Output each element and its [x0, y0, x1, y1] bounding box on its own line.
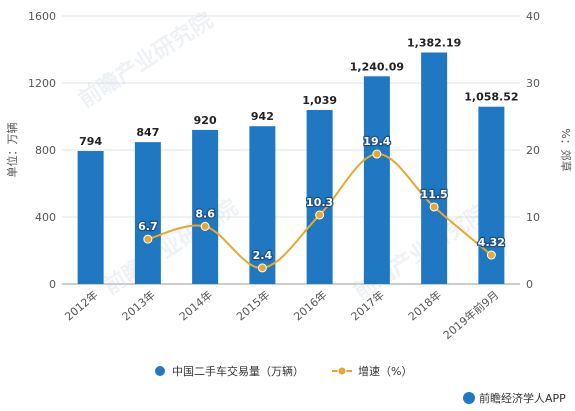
- bar-value-label: 1,240.09: [350, 60, 404, 73]
- y-tick-right: 30: [526, 77, 540, 90]
- x-tick-label: 2012年: [62, 288, 101, 324]
- line-point: [429, 202, 439, 212]
- legend: 中国二手车交易量（万辆） 增速（%）: [155, 364, 412, 378]
- y-tick-right: 10: [526, 211, 540, 224]
- x-tick-label: 2016年: [291, 288, 330, 324]
- line-value-label: 19.4: [363, 135, 390, 148]
- x-tick-label: 2018年: [405, 288, 444, 324]
- y-tick-right: 40: [526, 10, 540, 23]
- x-tick-label: 2014年: [176, 288, 215, 324]
- legend-marker-bars: [155, 366, 165, 376]
- line-value-label: 2.4: [253, 249, 273, 262]
- line-series: [143, 149, 496, 273]
- legend-label-bars: 中国二手车交易量（万辆）: [172, 364, 304, 378]
- bar: [363, 76, 390, 284]
- y-axis-title-right: %：郊草: [559, 128, 572, 171]
- bar: [306, 109, 333, 284]
- y-tick-left: 1200: [28, 77, 56, 90]
- line-point: [257, 263, 267, 273]
- bar-value-label: 794: [79, 135, 102, 148]
- y-tick-left: 1600: [28, 10, 56, 23]
- x-tick-label: 2015年: [233, 288, 272, 324]
- line-point: [200, 221, 210, 231]
- bar-value-label: 1,058.52: [464, 91, 518, 104]
- bar-value-label: 847: [136, 126, 159, 139]
- x-tick-label: 2013年: [119, 288, 158, 324]
- line-point: [315, 210, 325, 220]
- line-value-label: 8.6: [195, 207, 215, 220]
- bar: [421, 52, 448, 285]
- line-value-label: 11.5: [421, 188, 448, 201]
- legend-label-line: 增速（%）: [358, 364, 412, 378]
- bar-value-label: 1,039: [302, 94, 337, 107]
- watermark-text: 前瞻产业研究院: [74, 7, 217, 113]
- y-tick-right: 20: [526, 144, 540, 157]
- legend-marker-line-dot: [337, 366, 347, 376]
- bar-value-label: 920: [194, 114, 217, 127]
- y-tick-left: 0: [49, 278, 56, 291]
- y-axis-title-left: 单位：万辆: [5, 123, 19, 178]
- bar: [77, 151, 104, 284]
- line-value-label: 4.32: [478, 236, 505, 249]
- bar: [192, 129, 219, 284]
- footer: 前瞻经济学人APP: [463, 391, 566, 405]
- bar-value-label: 942: [251, 110, 274, 123]
- line-value-label: 6.7: [138, 220, 158, 233]
- line-value-label: 10.3: [306, 196, 333, 209]
- x-tick-label: 2019年前9月: [440, 288, 501, 342]
- data-labels: 794 847 920 942 1,039 1,240.091,382.19 1,058.5…: [79, 36, 518, 263]
- y-tick-right: 0: [526, 278, 533, 291]
- line-point: [143, 234, 153, 244]
- app-logo-icon: [463, 392, 475, 404]
- bar: [134, 142, 161, 284]
- bar-value-label: 1,382.19: [407, 36, 461, 49]
- y-tick-left: 400: [35, 211, 56, 224]
- source-logo-text: 前瞻经济学人APP: [479, 391, 566, 405]
- y-tick-left: 800: [35, 144, 56, 157]
- bar-series: [77, 52, 505, 285]
- line-point: [486, 250, 496, 260]
- line-point: [372, 149, 382, 159]
- bar: [249, 126, 276, 284]
